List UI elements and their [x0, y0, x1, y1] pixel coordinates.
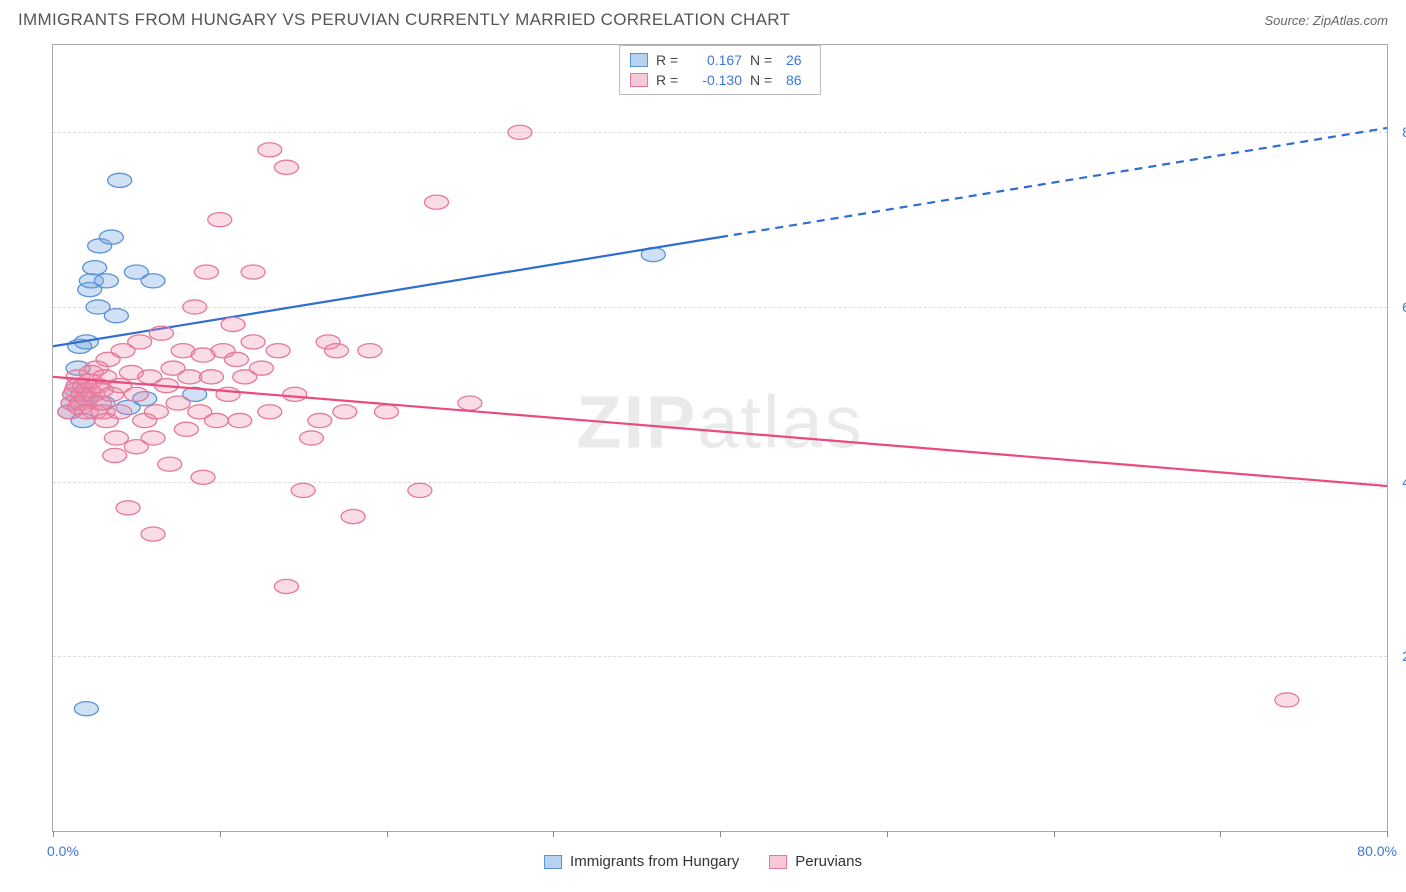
plot-area: ZIPatlas R =0.167N =26R =-0.130N =86 20.… — [52, 44, 1388, 832]
scatter-point — [199, 370, 223, 384]
legend-n-label: N = — [750, 72, 778, 88]
scatter-point — [291, 483, 315, 497]
scatter-point — [1275, 693, 1299, 707]
scatter-point — [141, 527, 165, 541]
scatter-point — [144, 405, 168, 419]
scatter-point — [158, 457, 182, 471]
scatter-point — [166, 396, 190, 410]
legend-row: R = 0.167 N = 26 — [630, 50, 810, 70]
source-attribution: Source: ZipAtlas.com — [1264, 13, 1388, 28]
x-tick — [1054, 831, 1055, 837]
scatter-point — [103, 448, 127, 462]
scatter-point — [204, 413, 228, 427]
legend-swatch — [544, 855, 562, 869]
scatter-point — [308, 413, 332, 427]
scatter-point — [258, 405, 282, 419]
scatter-point — [241, 265, 265, 279]
y-tick-label: 40.0% — [1402, 474, 1406, 490]
correlation-legend: R = 0.167 N = 26 R = -0.130 N = 86 — [619, 45, 821, 95]
y-tick-label: 20.0% — [1402, 648, 1406, 664]
scatter-point — [99, 230, 123, 244]
plot-svg — [53, 45, 1387, 831]
scatter-point — [241, 335, 265, 349]
scatter-point — [208, 213, 232, 227]
scatter-point — [258, 143, 282, 157]
x-tick — [720, 831, 721, 837]
legend-r-label: R = — [656, 72, 684, 88]
scatter-point — [108, 173, 132, 187]
scatter-point — [341, 510, 365, 524]
scatter-point — [221, 317, 245, 331]
scatter-point — [228, 413, 252, 427]
scatter-point — [104, 431, 128, 445]
legend-n-value: 26 — [786, 52, 810, 68]
scatter-point — [124, 387, 148, 401]
scatter-point — [94, 274, 118, 288]
legend-row: R = -0.130 N = 86 — [630, 70, 810, 90]
x-tick — [387, 831, 388, 837]
legend-r-value: 0.167 — [692, 52, 742, 68]
scatter-point — [83, 261, 107, 275]
legend-n-label: N = — [750, 52, 778, 68]
legend-series-item: Immigrants from Hungary — [544, 853, 739, 870]
x-tick — [53, 831, 54, 837]
scatter-point — [191, 470, 215, 484]
trend-line-dashed — [720, 128, 1387, 237]
scatter-point — [128, 335, 152, 349]
y-tick-label: 80.0% — [1402, 124, 1406, 140]
legend-swatch — [630, 73, 648, 87]
scatter-point — [116, 501, 140, 515]
scatter-point — [249, 361, 273, 375]
scatter-point — [425, 195, 449, 209]
scatter-point — [141, 431, 165, 445]
x-tick — [220, 831, 221, 837]
x-tick-label-min: 0.0% — [47, 843, 79, 859]
legend-series-label: Peruvians — [795, 853, 862, 870]
scatter-point — [274, 160, 298, 174]
scatter-point — [216, 387, 240, 401]
scatter-point — [224, 352, 248, 366]
scatter-point — [408, 483, 432, 497]
legend-swatch — [769, 855, 787, 869]
x-tick-label-max: 80.0% — [1357, 843, 1397, 859]
scatter-point — [458, 396, 482, 410]
scatter-point — [324, 344, 348, 358]
scatter-point — [358, 344, 382, 358]
legend-series-label: Immigrants from Hungary — [570, 853, 739, 870]
scatter-point — [274, 579, 298, 593]
scatter-point — [149, 326, 173, 340]
scatter-point — [174, 422, 198, 436]
x-tick — [887, 831, 888, 837]
scatter-point — [508, 125, 532, 139]
x-tick — [553, 831, 554, 837]
legend-series-item: Peruvians — [769, 853, 862, 870]
scatter-point — [299, 431, 323, 445]
scatter-point — [183, 300, 207, 314]
scatter-point — [178, 370, 202, 384]
y-tick-label: 60.0% — [1402, 299, 1406, 315]
chart-title: IMMIGRANTS FROM HUNGARY VS PERUVIAN CURR… — [18, 10, 790, 30]
scatter-point — [104, 309, 128, 323]
scatter-point — [141, 274, 165, 288]
trend-line-solid — [53, 377, 1387, 486]
series-legend: Immigrants from Hungary Peruvians — [544, 853, 862, 870]
scatter-point — [374, 405, 398, 419]
scatter-point — [108, 405, 132, 419]
legend-r-label: R = — [656, 52, 684, 68]
legend-swatch — [630, 53, 648, 67]
legend-r-value: -0.130 — [692, 72, 742, 88]
scatter-point — [283, 387, 307, 401]
x-tick — [1387, 831, 1388, 837]
x-tick — [1220, 831, 1221, 837]
scatter-point — [266, 344, 290, 358]
legend-n-value: 86 — [786, 72, 810, 88]
scatter-point — [194, 265, 218, 279]
scatter-point — [333, 405, 357, 419]
scatter-point — [74, 702, 98, 716]
